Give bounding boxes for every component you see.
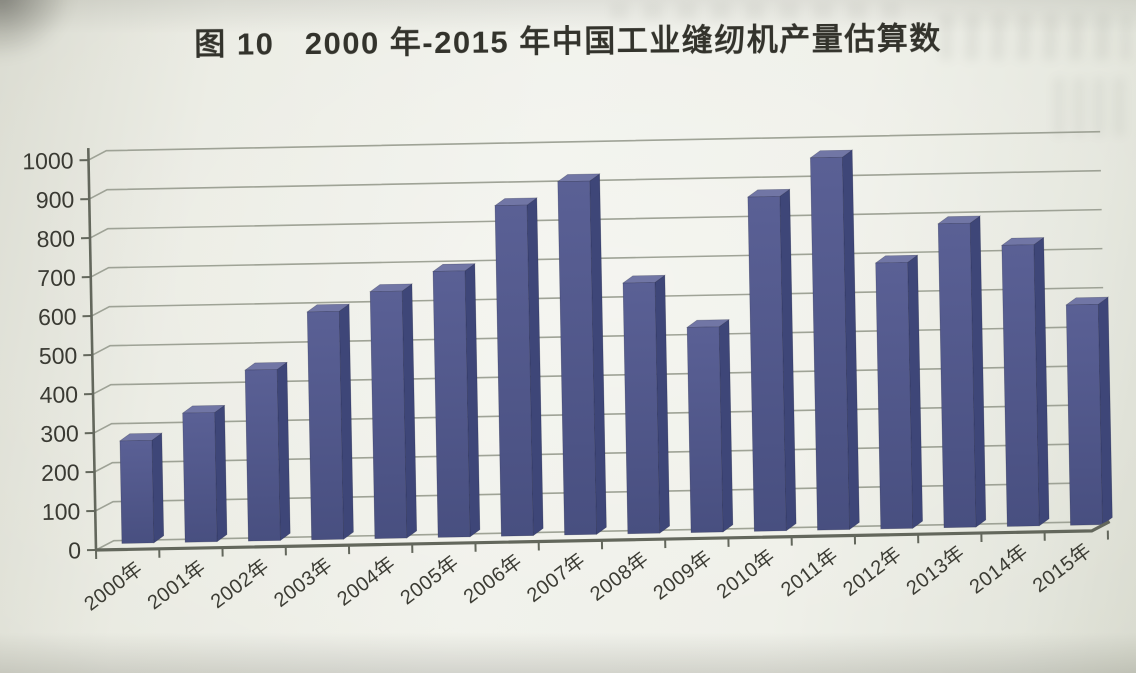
bar-2003年 [306,303,354,541]
y-tick-label: 100 [42,498,81,525]
x-category-label: 2006年 [459,549,526,608]
bar-2009年 [686,319,734,533]
y-tick-label: 700 [37,264,76,291]
gridline [88,169,1101,200]
bar-2008年 [622,274,670,535]
x-category-label: 2007年 [522,548,589,607]
bar-2011年 [809,149,860,531]
bar-2001年 [181,404,228,543]
x-category-label: 2012年 [839,542,906,601]
x-category-label: 2003年 [269,553,336,612]
x-category-label: 2005年 [396,551,463,610]
bar-2010年 [746,188,797,532]
x-category-label: 2002年 [206,554,273,613]
bar-2005年 [432,263,481,538]
gridline [88,130,1101,161]
x-category-label: 2000年 [80,557,147,616]
bar-2015年 [1065,296,1113,526]
bar-2000年 [118,432,165,544]
y-tick-label: 200 [41,459,80,486]
y-tick-label: 300 [40,420,79,447]
x-category-label: 2008年 [586,547,653,606]
y-tick-label: 1000 [22,147,74,174]
bar-2012年 [874,254,923,530]
y-tick-label: 900 [36,186,75,213]
y-axis-line [86,148,98,552]
x-category-label: 2013年 [902,541,969,600]
bar-2013年 [937,215,987,529]
bar-2014年 [1000,236,1050,527]
x-category-label: 2015年 [1028,539,1095,598]
bar-2004年 [369,283,417,539]
x-axis-line [95,520,1111,552]
x-category-label: 2004年 [333,552,400,611]
x-category-label: 2009年 [649,546,716,605]
y-tick-label: 600 [38,303,77,330]
bar-2002年 [244,361,291,542]
plot-area: 010020030040050060070080090010002000年200… [22,130,1113,616]
x-category-label: 2014年 [965,540,1032,599]
y-tick-label: 800 [36,225,75,252]
bar-2006年 [494,197,544,537]
x-category-label: 2011年 [777,543,843,601]
y-tick-label: 0 [68,537,81,563]
y-tick-label: 500 [39,342,78,369]
x-category-label: 2010年 [712,545,779,604]
x-category-label: 2001年 [143,556,210,615]
y-tick-label: 400 [39,381,78,408]
bar-2007年 [556,173,607,536]
